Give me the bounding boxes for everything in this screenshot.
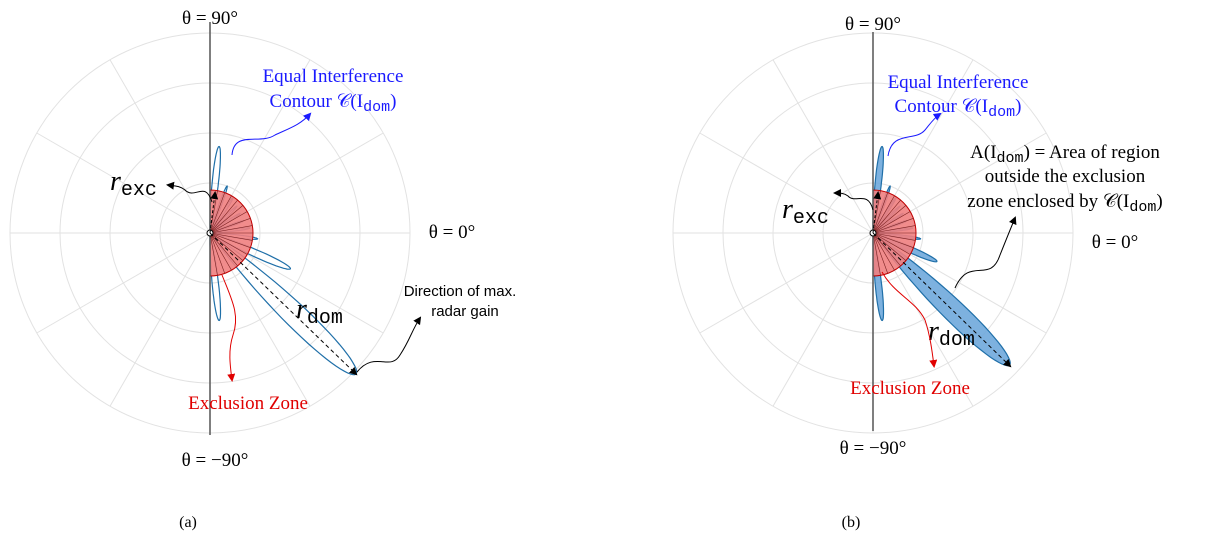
r-exc-label: rexc — [782, 194, 829, 230]
grid-spoke — [699, 232, 874, 334]
zone-spoke — [872, 218, 914, 234]
zone-spoke — [872, 232, 914, 248]
zone-spoke — [209, 225, 253, 234]
zone-spoke — [209, 232, 225, 274]
zone-spoke — [209, 232, 248, 255]
zone-spoke — [209, 195, 232, 234]
r-exc-line — [209, 191, 219, 234]
grid-spoke — [772, 232, 874, 407]
exclusion-label: Exclusion Zone — [188, 393, 308, 414]
zone-spoke — [209, 232, 232, 271]
grid-spoke — [36, 132, 211, 234]
arrow — [166, 181, 213, 203]
zone-spoke — [209, 192, 225, 234]
arrow — [833, 189, 874, 211]
zone-spoke — [209, 205, 244, 234]
direction-label: radar gain — [431, 303, 499, 320]
zone-spoke — [872, 232, 895, 271]
zone-spoke — [872, 232, 907, 261]
theta-right: θ = 0° — [1092, 232, 1138, 253]
arrow — [231, 112, 312, 156]
caption: (a) — [179, 514, 197, 531]
contour-label: Equal Interference — [888, 72, 1029, 93]
zone-spoke — [872, 232, 888, 274]
zone-spoke — [209, 211, 248, 234]
area-label: zone enclosed by 𝒞(Idom) — [967, 191, 1162, 216]
arrow — [887, 112, 942, 157]
zone-spoke — [872, 232, 911, 255]
arrow — [356, 316, 422, 373]
area-label: A(Idom) = Area of region — [970, 142, 1160, 167]
caption: (b) — [842, 514, 861, 531]
zone-spoke — [872, 225, 916, 234]
r-exc-label: rexc — [110, 166, 157, 202]
arrow — [881, 271, 938, 368]
theta-bottom: θ = −90° — [840, 438, 907, 459]
grid-spoke — [699, 132, 874, 234]
theta-right: θ = 0° — [429, 222, 475, 243]
zone-spoke — [209, 232, 253, 241]
r-exc-line — [872, 191, 882, 234]
zone-spoke — [872, 232, 901, 267]
zone-spoke — [209, 232, 251, 248]
zone-spoke — [872, 199, 901, 234]
arrows — [166, 112, 1017, 382]
zone-spoke — [209, 232, 238, 267]
r-dom-line — [209, 232, 358, 376]
zone-spoke — [872, 192, 888, 234]
grid-spoke — [109, 59, 211, 234]
grid-spoke — [36, 232, 211, 334]
zone-spoke — [209, 199, 238, 234]
theta-top: θ = 90° — [182, 8, 238, 29]
zone-spoke — [872, 211, 911, 234]
contour-label: Contour 𝒞(Idom) — [895, 96, 1022, 121]
grid-spoke — [772, 59, 874, 234]
theta-bottom: θ = −90° — [182, 450, 249, 471]
grid-spoke — [109, 232, 211, 407]
r-dom-line — [872, 232, 1012, 368]
direction-label: Direction of max. — [404, 283, 517, 300]
zone-spoke — [209, 232, 244, 261]
zone-spoke — [872, 232, 916, 241]
zone-spoke — [872, 205, 907, 234]
zone-spoke — [209, 218, 251, 234]
zone-spoke — [209, 232, 218, 276]
arrow — [954, 216, 1017, 289]
theta-top: θ = 90° — [845, 14, 901, 35]
zone-spoke — [872, 232, 881, 276]
r-dom-label: rdom — [928, 316, 975, 352]
area-label: outside the exclusion — [985, 166, 1146, 187]
polar-plots — [9, 22, 1074, 435]
r-dom-label: rdom — [296, 294, 343, 330]
exclusion-label: Exclusion Zone — [850, 378, 970, 399]
contour-label: Equal Interference — [263, 66, 404, 87]
contour-label: Contour 𝒞(Idom) — [270, 91, 397, 116]
arrow — [221, 274, 237, 382]
zone-spoke — [872, 195, 895, 234]
